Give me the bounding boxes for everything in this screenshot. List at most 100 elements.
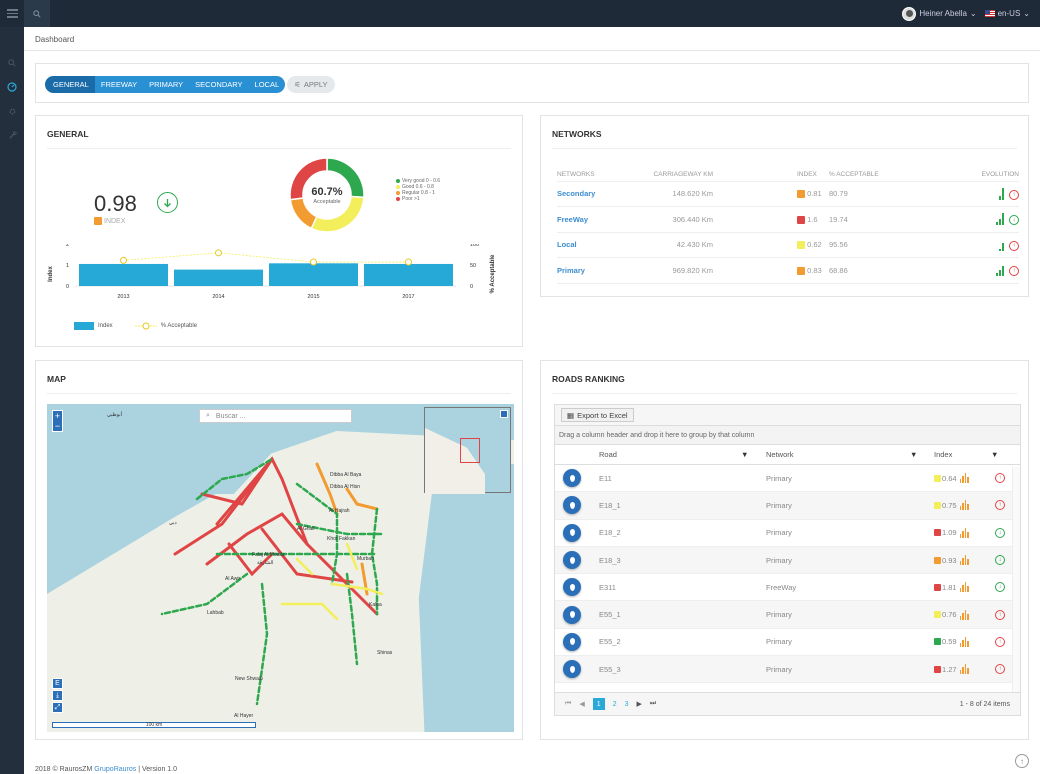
col-road[interactable]: Road [599,450,617,459]
network-index: 0.62 [713,232,829,258]
table-row[interactable]: E11 Primary 0.64 ↑ [555,465,1020,493]
table-row[interactable]: E55_2 Primary 0.59 ↑ [555,629,1020,657]
index-swatch [934,638,941,646]
network-evolution: ↓ [915,206,1019,233]
road-index: 0.93 [934,555,969,566]
map-pin-button[interactable] [563,605,581,624]
sidebar-search-icon[interactable] [0,51,24,75]
y-axis-label: Index [48,266,54,282]
chevron-down-icon: ⌄ [1023,9,1030,18]
language-label: en-US [997,9,1021,18]
legend-item: Good 0.6 - 0.8 [396,184,440,190]
divider [24,50,1040,51]
filter-secondary-button[interactable]: SECONDARY [189,76,249,93]
map-place-label: Murbah [357,556,374,562]
filter-general-button[interactable]: GENERAL [45,76,95,93]
road-index: 0.75 [934,500,969,511]
last-page-button[interactable]: ⏭ [649,700,657,707]
zoom-controls[interactable]: + − [52,410,63,432]
col-network[interactable]: Network [766,450,794,459]
col-networks: NETWORKS [557,169,625,182]
layers-tool-button[interactable]: E [52,678,63,689]
first-page-button[interactable]: ⏮ [565,700,572,707]
table-row[interactable]: E18_2 Primary 1.09 ↓ [555,520,1020,547]
map-pin-button[interactable] [563,523,581,542]
evolution-sparkline [999,237,1004,251]
network-name[interactable]: Secondary [557,181,625,207]
network-row[interactable]: Local 42.430 Km 0.62 95.56 ↑ [557,232,1019,258]
map-place-label: Al Hajrah [329,508,350,514]
network-name[interactable]: Local [557,232,625,258]
map-place-label: Al Awir [225,576,241,582]
map-pin-button[interactable] [563,496,581,515]
table-row[interactable]: E311 FreeWay 1.81 ↓ [555,574,1020,602]
search-icon[interactable] [24,0,50,27]
table-row[interactable]: E18_1 Primary 0.75 ↑ [555,492,1020,520]
export-excel-button[interactable]: ▦ Export to Excel [561,408,634,422]
zoom-in-button[interactable]: + [54,411,61,421]
filter-primary-button[interactable]: PRIMARY [143,76,190,93]
network-row[interactable]: Secondary 148.620 Km 0.81 80.79 ↑ [557,181,1019,207]
sidebar-tools-icon[interactable] [0,123,24,147]
road-network: Primary [766,610,792,620]
scroll-top-button[interactable]: ↑ [1015,754,1029,768]
road-name: E55_2 [599,637,621,647]
group-drop-area[interactable]: Drag a column header and drop it here to… [555,426,1020,445]
menu-icon[interactable] [0,0,24,27]
fullscreen-tool-button[interactable]: ⤢ [52,702,63,713]
map-pin-button[interactable] [563,632,581,651]
overview-minimap[interactable] [424,407,511,494]
donut-legend: Very good 0 - 0.6 Good 0.6 - 0.8 Regular… [396,178,440,202]
network-name[interactable]: FreeWay [557,206,625,233]
company-link[interactable]: GrupoRauros [94,766,137,773]
table-row[interactable]: E18_3 Primary 0.93 ↓ [555,546,1020,575]
search-icon: ⌕ [206,412,210,419]
col-index[interactable]: Index [934,450,953,459]
map-title: MAP [47,374,66,384]
network-row[interactable]: Primary 969.820 Km 0.83 68.86 ↑ [557,257,1019,284]
next-page-button[interactable]: ▶ [636,701,642,708]
arrow-up-icon: ↑ [1009,266,1019,277]
road-network: Primary [766,555,792,565]
download-tool-button[interactable]: ⤓ [52,690,63,701]
zoom-out-button[interactable]: − [54,421,61,431]
prev-page-button[interactable]: ◀ [579,701,585,708]
table-row[interactable]: E55_1 Primary 0.76 ↑ [555,601,1020,629]
filter-icon[interactable]: ▼ [741,450,749,459]
top-bar: Heiner Abella ⌄ en-US ⌄ [0,0,1040,27]
roads-ranking-panel: ROADS RANKING ▦ Export to Excel Drag a co… [540,360,1029,740]
filter-local-button[interactable]: LOCAL [248,76,286,93]
network-row[interactable]: FreeWay 306.440 Km 1.6 19.74 ↓ [557,206,1019,233]
map-pin-button[interactable] [563,551,581,570]
minimap-toggle-icon[interactable] [500,410,508,418]
road-map[interactable]: Dibba Al Baya Dibba Al Hisn Al Hajrah Al Gh… [47,404,514,732]
filter-icon[interactable]: ▼ [910,450,918,459]
map-pin-button[interactable] [563,660,581,679]
filter-icon[interactable]: ▼ [991,450,999,459]
page-1-button[interactable]: 1 [592,698,605,710]
page-2-button[interactable]: 2 [612,700,617,708]
filter-freeway-button[interactable]: FREEWAY [94,76,144,93]
apply-button[interactable]: ⚟ APPLY [287,76,335,93]
map-pin-button[interactable] [563,469,581,488]
user-menu[interactable]: Heiner Abella ⌄ [902,6,977,21]
page-3-button[interactable]: 3 [624,700,629,708]
map-search-input[interactable]: ⌕ Buscar ... [199,409,352,423]
language-menu[interactable]: en-US ⌄ [984,9,1030,18]
index-swatch [934,529,941,537]
col-index: INDEX [713,169,829,182]
network-name[interactable]: Primary [557,257,625,284]
donut-slice [289,157,328,201]
map-tools: E ⤓ ⤢ [52,678,63,713]
legend-item: Poor >1 [396,196,440,202]
table-row[interactable]: E55_3 Primary 1.27 ↑ [555,656,1020,684]
y-tick-label: 2 [66,244,69,248]
grid-scrollbar[interactable] [1012,467,1020,693]
map-place-label: الشارقة [257,560,273,566]
pager-summary: 1 - 8 of 24 items [959,700,1010,708]
main-content: Dashboard GENERAL FREEWAY PRIMARY SECOND… [24,27,1040,774]
sidebar-settings-icon[interactable] [0,99,24,123]
user-name: Heiner Abella [919,9,967,18]
sidebar-dashboard-icon[interactable] [0,75,24,99]
map-pin-button[interactable] [563,578,581,597]
